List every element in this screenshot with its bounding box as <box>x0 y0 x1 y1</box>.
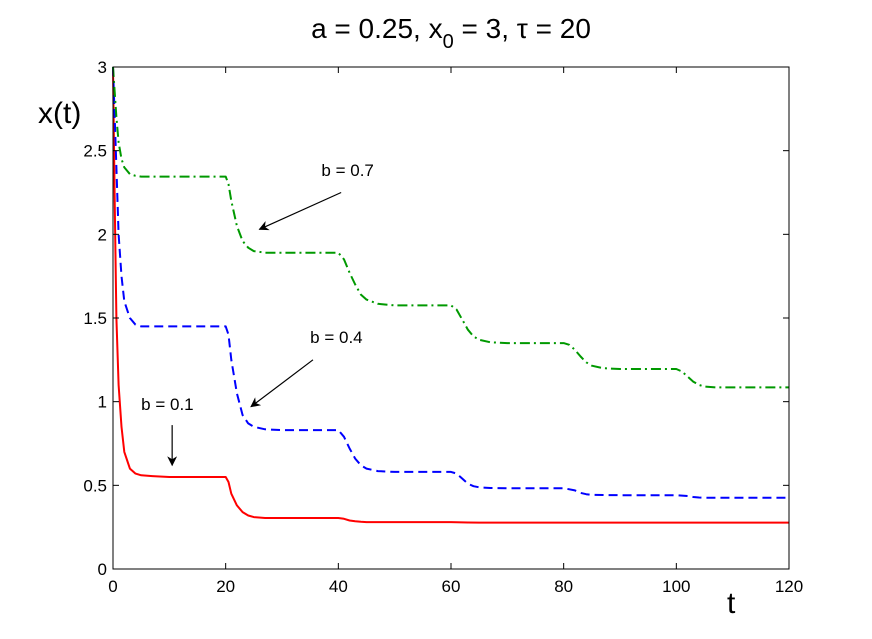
x-tick-label-1: 20 <box>216 577 235 596</box>
series-line-2 <box>112 66 789 499</box>
series-line-3 <box>112 66 789 389</box>
annotation-label-1: b = 0.7 <box>321 161 373 180</box>
title-suffix: = 3, τ = 20 <box>454 13 591 44</box>
annotation-arrow-1 <box>258 191 342 231</box>
plot-series <box>112 66 789 524</box>
y-axis: 0 0.5 1 1.5 2 2.5 3 <box>83 58 789 579</box>
x-tick-label-6: 120 <box>775 577 803 596</box>
x-axis: 0 20 40 60 80 100 120 <box>108 67 803 596</box>
x-tick-label-2: 40 <box>329 577 348 596</box>
plot-annotations: b = 0.7 b = 0.4 b = 0.1 <box>141 161 374 467</box>
title-prefix: a = 0.25, x <box>311 13 443 44</box>
y-tick-label-4: 2 <box>98 225 107 244</box>
y-tick-label-5: 2.5 <box>83 142 107 161</box>
x-tick-label-4: 80 <box>554 577 573 596</box>
annotation-label-3: b = 0.1 <box>141 395 193 414</box>
plot-frame <box>112 66 790 570</box>
y-axis-label: x(t) <box>38 97 81 130</box>
y-tick-label-0: 0 <box>98 560 107 579</box>
chart-title: a = 0.25, x0 = 3, τ = 20 <box>311 13 591 53</box>
annotation-label-2: b = 0.4 <box>310 328 362 347</box>
title-subscript: 0 <box>443 31 454 53</box>
x-tick-label-3: 60 <box>442 577 461 596</box>
x-tick-label-0: 0 <box>108 577 117 596</box>
annotation-arrow-2 <box>250 359 314 408</box>
x-tick-label-5: 100 <box>662 577 690 596</box>
series-line-1 <box>112 66 789 524</box>
y-tick-label-1: 0.5 <box>83 476 107 495</box>
y-tick-label-3: 1.5 <box>83 309 107 328</box>
y-tick-label-6: 3 <box>98 58 107 77</box>
x-axis-label: t <box>727 587 736 620</box>
y-tick-label-2: 1 <box>98 393 107 412</box>
